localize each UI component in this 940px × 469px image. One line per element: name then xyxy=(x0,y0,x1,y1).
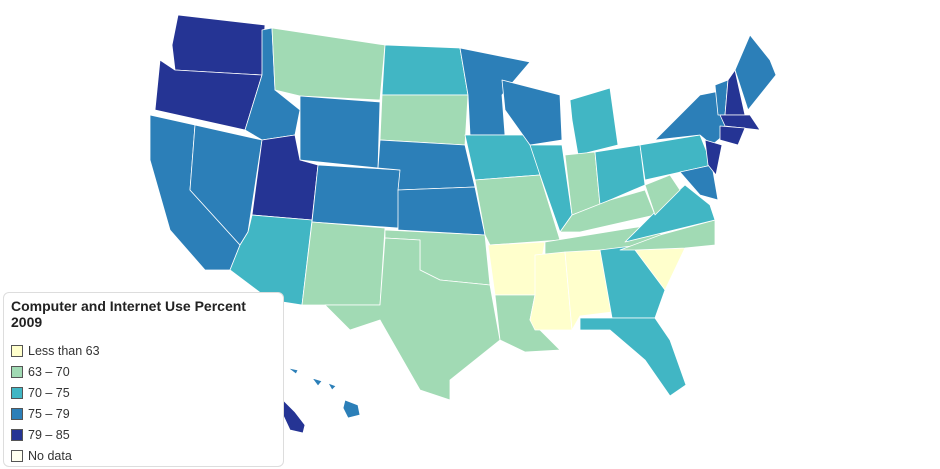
state xyxy=(679,164,719,201)
state xyxy=(619,219,716,251)
legend-item: 63 – 70 xyxy=(11,361,276,382)
state xyxy=(271,27,386,101)
state xyxy=(501,79,563,146)
legend-swatch xyxy=(11,365,23,378)
legend: Computer and Internet Use Percent 2009 L… xyxy=(3,292,284,467)
legend-swatch xyxy=(11,428,23,441)
legend-label: 79 – 85 xyxy=(28,427,70,442)
legend-label: No data xyxy=(28,448,72,463)
state xyxy=(299,95,381,169)
legend-item: 70 – 75 xyxy=(11,382,276,403)
state xyxy=(474,174,561,246)
state xyxy=(704,139,723,176)
legend-swatch xyxy=(11,386,23,399)
legend-label: 75 – 79 xyxy=(28,406,70,421)
legend-item: 75 – 79 xyxy=(11,403,276,424)
state xyxy=(287,367,299,375)
state xyxy=(564,249,613,331)
state xyxy=(327,382,337,391)
state xyxy=(644,174,681,216)
legend-label: 70 – 75 xyxy=(28,385,70,400)
legend-items: Less than 63 63 – 70 70 – 75 75 – 79 79 – 85… xyxy=(11,340,276,466)
legend-label: Less than 63 xyxy=(28,343,100,358)
legend-label: 63 – 70 xyxy=(28,364,70,379)
legend-item: No data xyxy=(11,445,276,466)
state xyxy=(579,317,687,397)
legend-swatch xyxy=(11,344,23,357)
state xyxy=(719,125,746,146)
state xyxy=(171,14,266,76)
state xyxy=(282,399,306,434)
legend-item: 79 – 85 xyxy=(11,424,276,445)
state xyxy=(397,186,486,236)
state xyxy=(734,34,777,111)
legend-swatch xyxy=(11,407,23,420)
state xyxy=(379,94,469,146)
state xyxy=(381,44,469,96)
legend-item: Less than 63 xyxy=(11,340,276,361)
state xyxy=(324,237,501,401)
state xyxy=(311,164,401,229)
legend-title: Computer and Internet Use Percent 2009 xyxy=(11,298,246,330)
state xyxy=(311,377,323,387)
state xyxy=(719,114,761,131)
state xyxy=(342,399,361,419)
state xyxy=(559,189,656,233)
state xyxy=(594,144,646,206)
legend-swatch xyxy=(11,449,23,462)
state xyxy=(624,184,716,243)
state xyxy=(569,87,619,156)
state xyxy=(301,221,386,306)
